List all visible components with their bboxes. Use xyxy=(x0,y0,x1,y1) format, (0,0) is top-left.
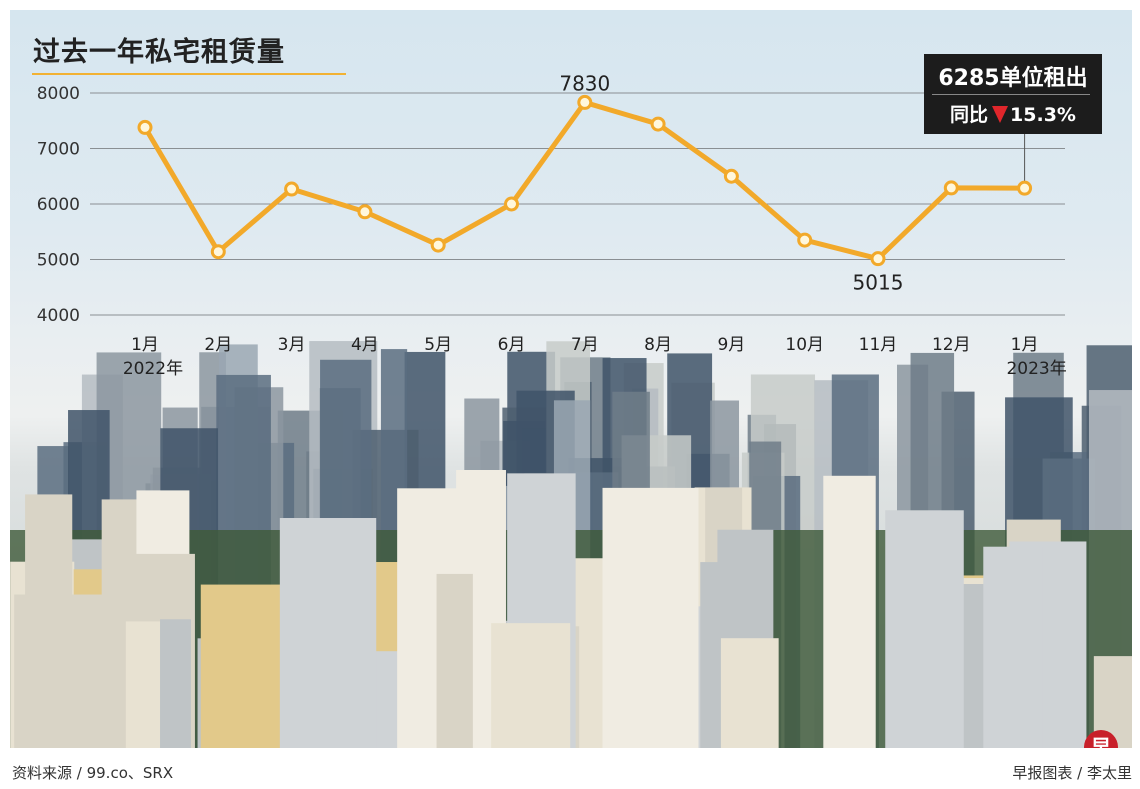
yoy-label: 同比 xyxy=(950,104,989,126)
foreground-building xyxy=(491,623,571,748)
x-tick-year-label: 2022年 xyxy=(123,359,183,379)
y-tick-label: 5000 xyxy=(37,251,80,271)
x-tick-label: 11月 xyxy=(859,335,898,355)
foreground-building xyxy=(885,510,964,748)
data-label: 5015 xyxy=(853,271,904,295)
x-tick-label: 5月 xyxy=(424,335,452,355)
x-tick-label: 12月 xyxy=(932,335,971,355)
y-tick-label: 8000 xyxy=(37,84,80,104)
x-tick-label: 7月 xyxy=(571,335,599,355)
callout-value-suffix: 单位租出 xyxy=(999,66,1088,91)
data-point xyxy=(284,181,300,197)
y-tick-label: 4000 xyxy=(37,306,80,326)
foreground-building xyxy=(823,475,876,748)
x-tick-label: 4月 xyxy=(351,335,379,355)
data-point xyxy=(870,251,886,267)
foreground-building xyxy=(983,546,1043,748)
foreground-building xyxy=(720,638,779,748)
x-tick-label: 9月 xyxy=(717,335,745,355)
data-point xyxy=(357,204,373,220)
data-point xyxy=(723,168,739,184)
foreground-building xyxy=(436,573,473,748)
data-point xyxy=(137,119,153,135)
data-point xyxy=(650,116,666,132)
x-tick-label: 10月 xyxy=(785,335,824,355)
x-tick-year-label: 2023年 xyxy=(1006,359,1066,379)
chart-frame: 4000 5000 6000 7000 8000 1月 2022年 2月 3月 4月 5月 6月 7月 8… xyxy=(10,10,1132,748)
chart-title: 过去一年私宅租赁量 xyxy=(33,37,285,68)
x-tick-label: 1月 xyxy=(1011,335,1039,355)
series-line xyxy=(142,99,1025,262)
data-point xyxy=(1017,180,1033,196)
callout-value: 6285 xyxy=(938,66,1000,91)
foreground-building xyxy=(602,487,699,748)
data-point xyxy=(577,94,593,110)
foreground-building xyxy=(200,584,287,748)
y-tick-label: 7000 xyxy=(37,140,80,160)
credit-note: 早报图表 / 李太里 xyxy=(1012,764,1132,782)
foreground-building xyxy=(160,619,191,748)
foreground-building xyxy=(279,518,377,748)
data-point xyxy=(504,196,519,212)
data-point xyxy=(210,244,226,260)
x-tick-label: 3月 xyxy=(278,335,306,355)
foreground-building xyxy=(14,594,113,748)
x-tick-label: 2月 xyxy=(204,335,232,355)
x-tick-label: 6月 xyxy=(498,335,526,355)
data-point xyxy=(797,232,813,248)
data-point xyxy=(943,180,959,196)
down-triangle-icon xyxy=(992,106,1009,123)
title-underline xyxy=(32,73,346,75)
callout-divider xyxy=(932,94,1090,95)
skyline-photo-background xyxy=(10,341,1132,748)
y-tick-label: 6000 xyxy=(37,195,80,215)
zaobao-logo: 早 xyxy=(1084,730,1118,748)
source-note: 资料来源 / 99.co、SRX xyxy=(12,764,174,782)
yoy-change: 15.3% xyxy=(1010,104,1076,126)
x-tick-label: 1月 xyxy=(131,335,159,355)
x-tick-label: 8月 xyxy=(644,335,672,355)
data-label: 7830 xyxy=(559,71,610,95)
line-chart: 4000 5000 6000 7000 8000 1月 2022年 2月 3月 4月 5月 6月 7月 8… xyxy=(37,71,1067,379)
latest-value-callout: 6285单位租出 同比 15.3% xyxy=(924,54,1102,134)
data-point xyxy=(430,237,446,253)
